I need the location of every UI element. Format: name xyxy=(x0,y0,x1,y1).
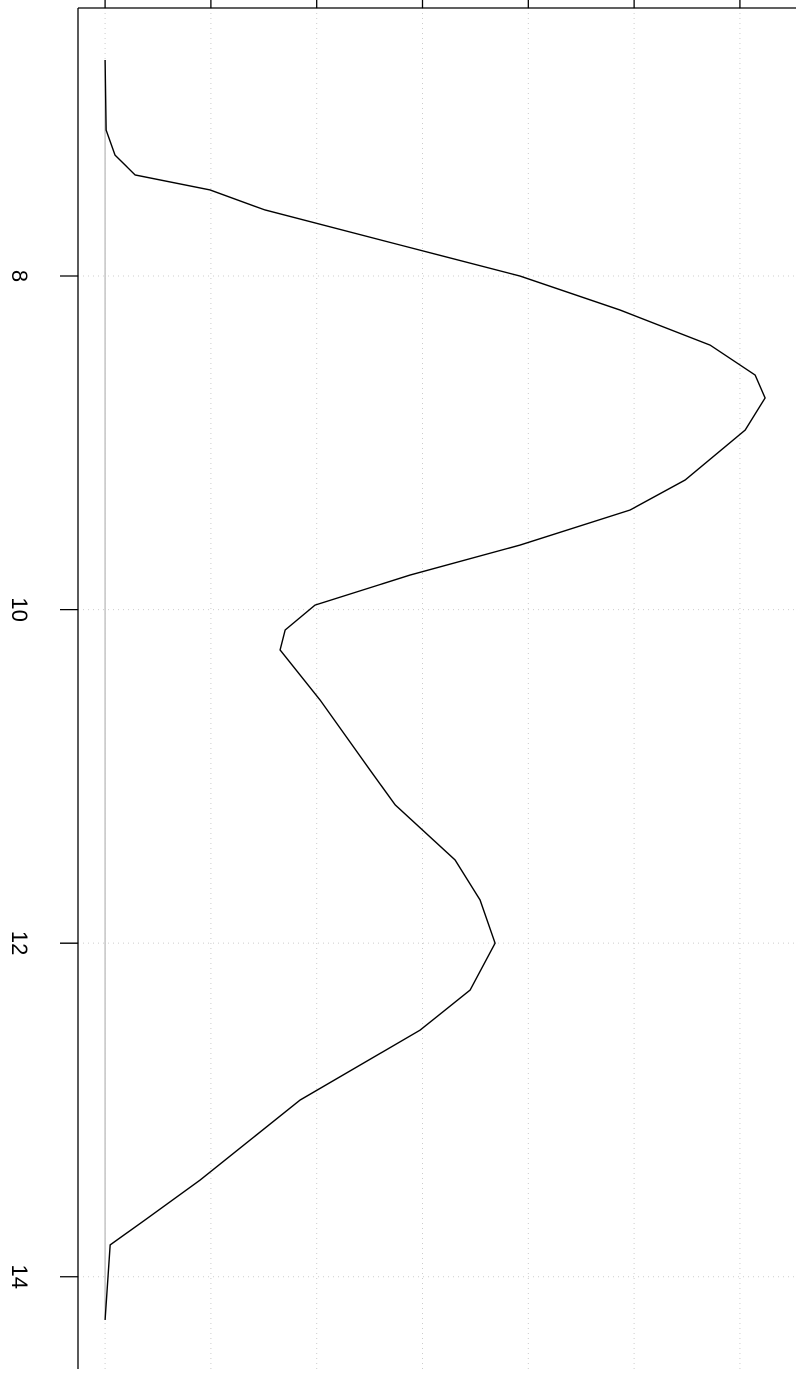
x-tick-label: 10 xyxy=(7,597,32,621)
x-tick-label: 12 xyxy=(7,931,32,955)
x-tick-label: 8 xyxy=(7,270,32,282)
x-tick-label: 14 xyxy=(7,1265,32,1289)
density-line xyxy=(104,60,766,1321)
